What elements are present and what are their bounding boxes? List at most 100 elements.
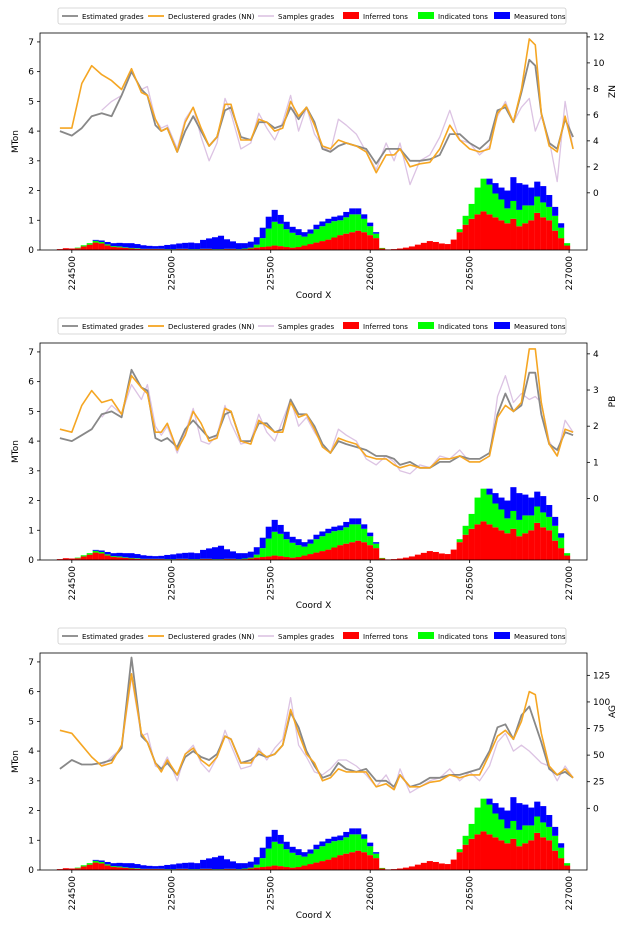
bar-measured	[152, 556, 159, 559]
bar-indicated	[259, 238, 266, 248]
bar-measured	[486, 798, 493, 805]
bar-inferred	[289, 867, 296, 870]
bar-indicated	[331, 531, 338, 548]
bar-measured	[498, 187, 505, 200]
y2-tick-label: 8	[593, 85, 599, 95]
bar-inferred	[56, 869, 63, 870]
bar-measured	[253, 857, 260, 865]
bar-indicated	[492, 813, 499, 838]
bar-indicated	[361, 838, 368, 853]
bar-measured	[206, 548, 213, 559]
bar-inferred	[253, 557, 260, 560]
legend-label-indicated: Indicated tons	[438, 633, 488, 641]
bar-indicated	[122, 867, 129, 868]
bar-inferred	[462, 534, 469, 560]
bar-indicated	[307, 853, 314, 865]
bar-measured	[546, 815, 553, 827]
bar-measured	[146, 865, 153, 869]
bar-inferred	[391, 869, 398, 870]
bar-inferred	[206, 869, 213, 870]
bar-measured	[540, 186, 547, 203]
bar-inferred	[480, 211, 487, 250]
x-tick-label: 226500	[466, 256, 476, 291]
bar-indicated	[116, 866, 123, 868]
bar-indicated	[80, 555, 87, 557]
bar-inferred	[104, 245, 111, 250]
bar-measured	[211, 237, 219, 250]
bar-inferred	[289, 557, 296, 560]
bar-inferred	[414, 554, 421, 560]
bar-inferred	[462, 844, 469, 870]
bar-inferred	[241, 249, 248, 250]
bar-measured	[223, 239, 231, 249]
y2-tick-label: 10	[593, 59, 605, 69]
legend-label-inferred: Inferred tons	[363, 323, 408, 331]
bar-indicated	[110, 246, 117, 248]
y-axis-label: MTon	[11, 130, 21, 153]
bar-indicated	[277, 843, 284, 867]
bar-inferred	[396, 868, 404, 870]
bar-indicated	[504, 208, 511, 224]
x-axis-label: Coord X	[296, 601, 332, 610]
bar-inferred	[74, 558, 81, 560]
legend-label-indicated: Indicated tons	[438, 13, 488, 21]
bar-inferred	[116, 247, 123, 250]
bar-inferred	[229, 249, 236, 250]
bar-inferred	[456, 852, 463, 870]
bar-inferred	[56, 559, 63, 560]
bar-indicated	[110, 866, 117, 868]
bar-inferred	[331, 547, 338, 560]
bar-indicated	[289, 542, 296, 558]
bar-measured	[182, 862, 189, 869]
y2-tick-label: 2	[593, 163, 599, 173]
bar-inferred	[408, 866, 416, 870]
bar-indicated	[474, 187, 481, 215]
bar-inferred	[355, 540, 362, 560]
bar-measured	[259, 847, 266, 859]
bar-inferred	[510, 838, 517, 870]
bar-indicated	[343, 837, 350, 854]
y2-tick-label: 1	[593, 458, 599, 468]
y-tick-label: 5	[28, 97, 34, 107]
bar-measured	[486, 488, 493, 495]
bar-measured	[552, 826, 559, 836]
bar-measured	[200, 549, 207, 559]
bar-inferred	[391, 249, 398, 250]
bar-indicated	[468, 823, 475, 839]
bar-measured	[307, 849, 314, 854]
x-axis-label: Coord X	[296, 291, 332, 300]
bar-inferred	[134, 248, 141, 250]
y-tick-label: 3	[28, 467, 34, 477]
bar-inferred	[259, 867, 266, 870]
x-axis-label: Coord X	[296, 911, 332, 920]
bar-measured	[92, 239, 99, 241]
bar-measured	[104, 551, 111, 555]
bar-measured	[540, 806, 547, 823]
y-tick-label: 3	[28, 157, 34, 167]
bar-measured	[534, 181, 541, 197]
y-tick-label: 6	[28, 378, 34, 388]
bar-indicated	[474, 497, 481, 525]
bar-measured	[510, 177, 517, 201]
bar-measured	[134, 864, 141, 869]
y-tick-label: 4	[28, 437, 34, 447]
legend-swatch-inferred	[343, 322, 359, 329]
bar-inferred	[229, 869, 236, 870]
bar-indicated	[522, 825, 529, 844]
bar-indicated	[80, 865, 87, 867]
bar-measured	[164, 864, 171, 870]
bar-inferred	[295, 867, 302, 870]
bar-indicated	[349, 214, 356, 233]
bar-measured	[337, 525, 344, 531]
bar-inferred	[450, 859, 457, 870]
legend-frame	[57, 627, 567, 645]
bar-inferred	[182, 869, 189, 870]
bar-inferred	[301, 865, 308, 870]
bar-inferred	[396, 558, 404, 560]
x-tick-label: 225000	[167, 256, 177, 291]
bar-indicated	[277, 533, 284, 557]
bar-inferred	[265, 246, 272, 250]
bar-indicated	[241, 558, 248, 560]
bar-indicated	[301, 236, 308, 246]
bar-indicated	[325, 533, 332, 550]
